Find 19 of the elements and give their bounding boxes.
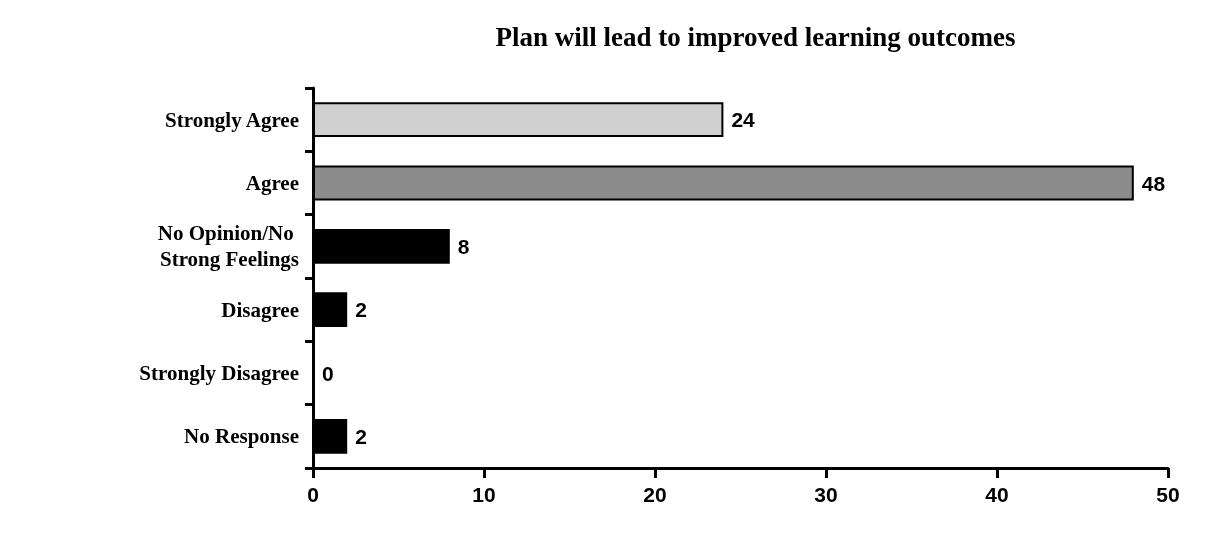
- x-tick-label: 50: [1156, 483, 1180, 506]
- data-label: 8: [457, 234, 470, 258]
- data-label: 48: [1141, 171, 1166, 195]
- x-tick-label: 30: [814, 483, 838, 506]
- data-label: 2: [355, 298, 367, 322]
- data-label: 2: [355, 424, 367, 448]
- data-label: 0: [322, 361, 334, 385]
- y-tick-label: Agree: [245, 171, 299, 195]
- y-tick-label: Strongly Disagree: [139, 361, 299, 385]
- y-tick-label: No Opinion/No Strong Feelings: [157, 221, 299, 272]
- y-tick-label: Strongly Agree: [165, 107, 299, 132]
- x-tick-label: 0: [307, 483, 319, 506]
- data-label: 24: [731, 108, 756, 132]
- x-tick-label: 40: [985, 483, 1009, 506]
- x-tick-label: 20: [643, 483, 667, 506]
- x-tick-label: 10: [472, 483, 496, 506]
- chart-title: Plan will lead to improved learning outcomes: [495, 21, 1016, 52]
- y-tick-label: No Response: [184, 424, 299, 449]
- y-tick-label: Disagree: [221, 297, 299, 322]
